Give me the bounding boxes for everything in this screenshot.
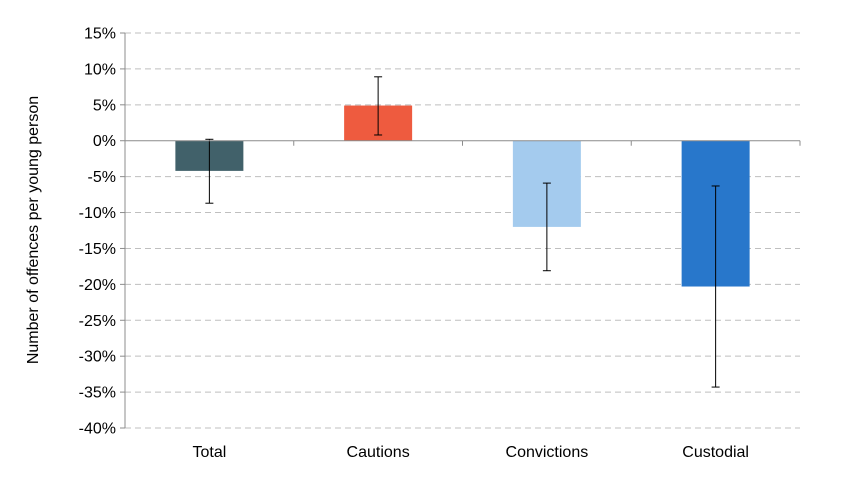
error-bars <box>205 76 720 388</box>
x-tick-label-cautions: Cautions <box>347 444 410 461</box>
x-tick-label-total: Total <box>192 444 226 461</box>
error-bar-total <box>205 138 214 204</box>
bars <box>175 105 750 287</box>
y-tick-label: -10% <box>79 205 116 222</box>
y-tick-label: 15% <box>84 26 116 43</box>
y-tick-label: -35% <box>79 385 116 402</box>
error-bar-custodial <box>711 185 720 388</box>
y-axis-title: Number of offences per young person <box>25 96 42 364</box>
y-tick-label: -15% <box>79 241 116 258</box>
y-tick-label: -20% <box>79 277 116 294</box>
x-tick-label-custodial: Custodial <box>682 444 749 461</box>
y-tick-label: -25% <box>79 313 116 330</box>
y-tick-label: 10% <box>84 61 116 78</box>
y-tick-label: 5% <box>93 97 116 114</box>
x-tick-label-convictions: Convictions <box>506 444 589 461</box>
y-tick-label: 0% <box>93 133 116 150</box>
y-axis-tick-labels: 15% 10% 5% 0% -5% -10% -15% -20% -25% -30% -35% -40… <box>79 26 116 438</box>
y-tick-label: -5% <box>88 169 116 186</box>
error-bar-cautions <box>374 76 383 136</box>
y-tick-label: -30% <box>79 349 116 366</box>
error-bar-convictions <box>542 182 551 272</box>
axes <box>124 33 801 428</box>
x-axis-tick-labels: Total Cautions Convictions Custodial <box>192 444 749 461</box>
y-tick-label: -40% <box>79 421 116 438</box>
